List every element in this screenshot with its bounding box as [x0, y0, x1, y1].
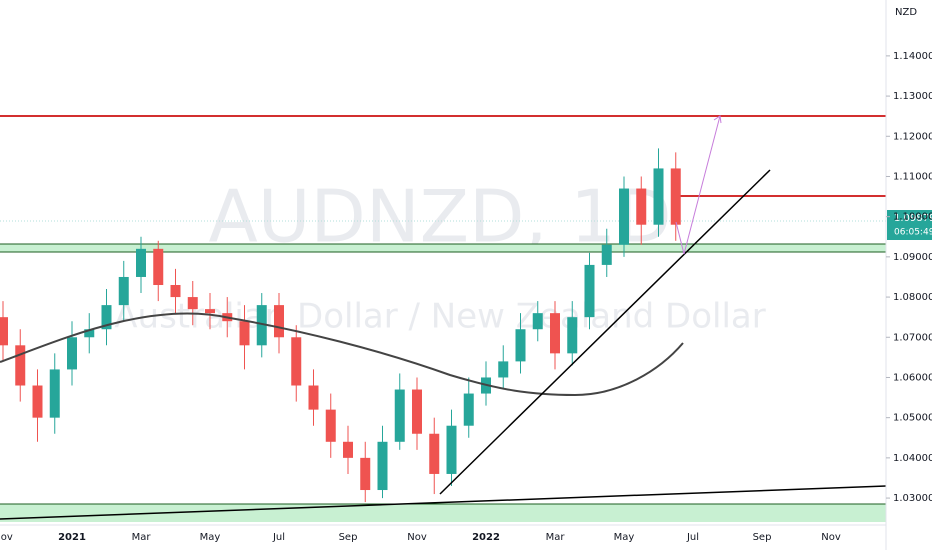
- arrow-head: [713, 115, 722, 124]
- candle-body: [274, 305, 284, 338]
- x-tick-label: Sep: [753, 532, 772, 543]
- candle-body: [84, 329, 95, 338]
- candle-body: [325, 409, 336, 442]
- candle-body: [601, 244, 612, 265]
- candle-body: [567, 317, 578, 354]
- y-tick-label: 1.03000: [893, 493, 932, 504]
- watermark-description: Australian Dollar / New Zealand Dollar: [114, 297, 765, 337]
- y-tick-label: 1.12000: [893, 131, 932, 142]
- price-badge: [887, 210, 932, 240]
- candle-body: [636, 188, 647, 225]
- y-tick-label: 1.04000: [893, 453, 932, 464]
- candle-body: [308, 385, 319, 410]
- x-tick-label: Mar: [546, 532, 566, 543]
- trend-line: [0, 485, 887, 520]
- candle-body: [463, 393, 474, 426]
- candle-body: [101, 305, 112, 330]
- candle-body: [170, 285, 181, 298]
- candle-body: [0, 317, 8, 346]
- x-tick-label: Sep: [339, 532, 358, 543]
- x-tick-label: 2022: [472, 532, 500, 543]
- candle-body: [360, 457, 371, 491]
- last-price: 1.09879: [894, 213, 932, 224]
- projection-arrow: [675, 115, 721, 255]
- support-zone: [0, 244, 886, 252]
- candle-body: [653, 168, 664, 225]
- candle-body: [515, 329, 526, 362]
- x-tick-label: Jul: [686, 532, 699, 543]
- drawings: [0, 115, 886, 522]
- candle-body: [291, 337, 302, 386]
- x-tick-label: Nov: [821, 532, 841, 543]
- candle-body: [429, 433, 440, 474]
- candle-body: [153, 248, 164, 286]
- x-tick-label: Nov: [0, 532, 13, 543]
- y-tick-label: 1.08000: [893, 292, 932, 303]
- currency-label: NZD: [895, 7, 917, 18]
- candle-body: [205, 309, 215, 314]
- y-tick-label: 1.09000: [893, 252, 932, 263]
- x-tick-label: May: [614, 532, 635, 543]
- candle-body: [136, 248, 146, 277]
- support-zone: [0, 504, 886, 522]
- y-tick-label: 1.06000: [893, 372, 932, 383]
- candle-body: [532, 313, 543, 330]
- candle-body: [550, 313, 560, 354]
- candles: [0, 148, 681, 503]
- candle-body: [15, 345, 26, 386]
- y-tick-label: 1.07000: [893, 332, 932, 343]
- candle-body: [498, 361, 509, 378]
- overlays: [0, 115, 887, 520]
- countdown: 06:05:49: [894, 228, 932, 238]
- candle-body: [670, 168, 681, 225]
- candle-body: [118, 276, 129, 306]
- moving-average: [0, 312, 684, 397]
- candle-body: [343, 441, 353, 458]
- candle-body: [446, 425, 457, 474]
- candle-body: [239, 321, 250, 346]
- candle-body: [394, 389, 405, 442]
- candle-body: [49, 369, 60, 418]
- x-tick-label: Nov: [407, 532, 427, 543]
- candle-body: [377, 441, 388, 491]
- x-tick-label: 2021: [58, 532, 86, 543]
- y-tick-label: 1.11000: [893, 171, 932, 182]
- candle-body: [32, 385, 43, 418]
- candle-body: [256, 305, 267, 346]
- x-tick-label: May: [200, 532, 221, 543]
- candle-body: [67, 337, 77, 370]
- y-tick-label: 1.14000: [893, 51, 932, 62]
- candle-body: [412, 389, 422, 434]
- y-tick-label: 1.10000: [893, 212, 932, 223]
- y-tick-label: 1.13000: [893, 91, 932, 102]
- x-tick-label: Mar: [132, 532, 152, 543]
- candle-body: [584, 264, 595, 318]
- candle-body: [187, 297, 198, 310]
- candle-body: [619, 188, 629, 245]
- x-tick-label: Jul: [272, 532, 285, 543]
- y-tick-label: 1.05000: [893, 413, 932, 424]
- trend-line: [439, 169, 771, 495]
